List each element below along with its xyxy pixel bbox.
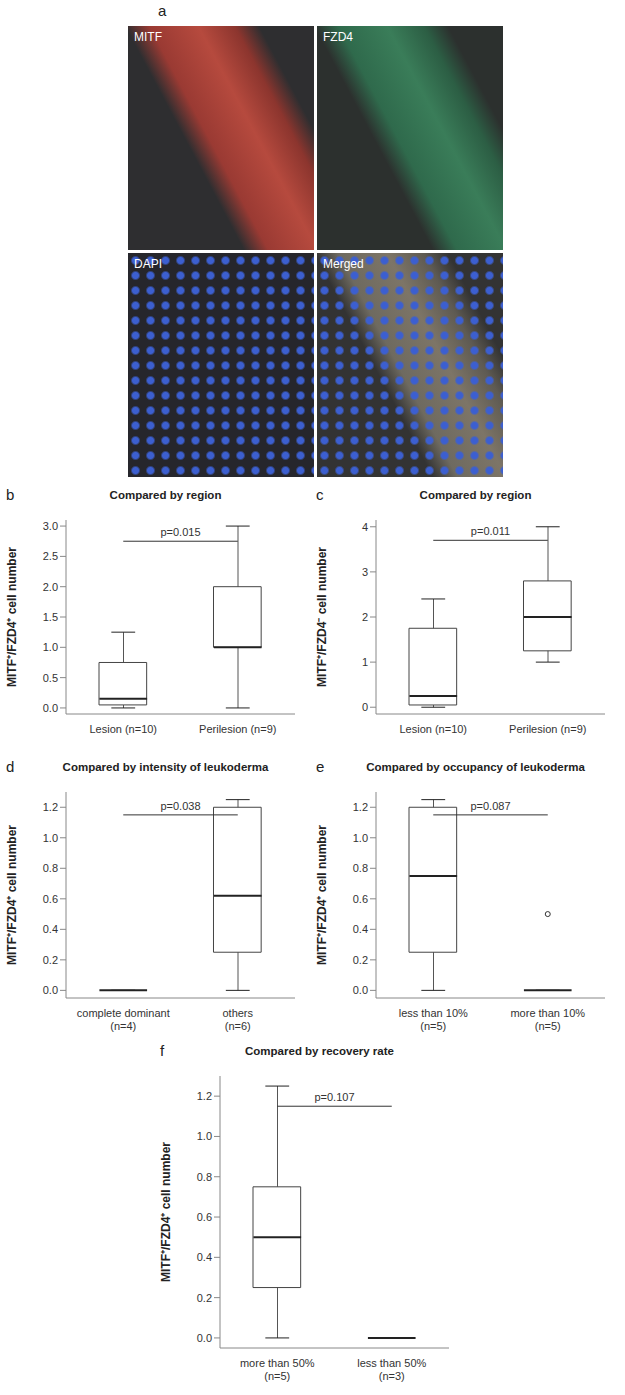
- svg-text:1.2: 1.2: [43, 801, 58, 813]
- html-text:Merged: Merged: [323, 257, 364, 271]
- svg-text:more than 10%(n=5): more than 10%(n=5): [510, 1007, 585, 1032]
- svg-text:0.6: 0.6: [197, 1211, 212, 1223]
- svg-text:Lesion (n=10): Lesion (n=10): [399, 723, 467, 735]
- html-text:f: f: [160, 1042, 165, 1059]
- svg-text:0.4: 0.4: [43, 923, 58, 935]
- html-text:MITF: MITF: [134, 30, 162, 44]
- svg-text:0.6: 0.6: [353, 893, 368, 905]
- svg-text:0: 0: [362, 701, 368, 713]
- svg-text:more than 50%(n=5): more than 50%(n=5): [240, 1357, 315, 1382]
- svg-text:MITF⁺/FZD4⁻ cell number: MITF⁺/FZD4⁻ cell number: [315, 547, 329, 687]
- svg-text:less than 50%(n=3): less than 50%(n=3): [357, 1357, 426, 1382]
- svg-text:0.2: 0.2: [353, 954, 368, 966]
- svg-text:1.0: 1.0: [353, 832, 368, 844]
- svg-text:1.2: 1.2: [353, 801, 368, 813]
- svg-text:p=0.015: p=0.015: [160, 526, 200, 538]
- svg-text:0.8: 0.8: [353, 862, 368, 874]
- svg-text:0.2: 0.2: [43, 954, 58, 966]
- svg-text:1.0: 1.0: [43, 832, 58, 844]
- html-text:e: e: [316, 758, 325, 775]
- svg-text:p=0.038: p=0.038: [160, 800, 200, 812]
- svg-text:Perilesion (n=9): Perilesion (n=9): [199, 723, 276, 735]
- svg-text:3: 3: [362, 566, 368, 578]
- svg-text:1.5: 1.5: [43, 611, 58, 623]
- svg-text:less than 10%(n=5): less than 10%(n=5): [399, 1007, 468, 1032]
- svg-text:MITF⁺/FZD4⁺ cell number: MITF⁺/FZD4⁺ cell number: [159, 1142, 173, 1282]
- svg-text:0.4: 0.4: [353, 923, 368, 935]
- html-text:a: a: [158, 2, 167, 19]
- html-text:Compared by region: Compared by region: [419, 489, 532, 501]
- svg-text:0.0: 0.0: [43, 702, 58, 714]
- svg-text:2.0: 2.0: [43, 581, 58, 593]
- svg-text:MITF⁺/FZD4⁺ cell number: MITF⁺/FZD4⁺ cell number: [5, 547, 19, 687]
- html-text:Compared by occupancy of leuko: Compared by occupancy of leukoderma: [366, 761, 585, 773]
- svg-text:1: 1: [362, 656, 368, 668]
- svg-text:0.4: 0.4: [197, 1251, 212, 1263]
- svg-text:MITF⁺/FZD4⁺ cell number: MITF⁺/FZD4⁺ cell number: [5, 825, 19, 965]
- html-text:Compared by recovery rate: Compared by recovery rate: [245, 1045, 394, 1057]
- svg-text:1.2: 1.2: [197, 1090, 212, 1102]
- svg-text:0.0: 0.0: [43, 984, 58, 996]
- svg-text:4: 4: [362, 521, 368, 533]
- svg-text:0.5: 0.5: [43, 672, 58, 684]
- html-text:b: b: [6, 486, 15, 503]
- svg-text:0.8: 0.8: [43, 862, 58, 874]
- html-text:c: c: [316, 486, 324, 503]
- svg-text:0.2: 0.2: [197, 1292, 212, 1304]
- svg-text:2: 2: [362, 611, 368, 623]
- html-text:d: d: [6, 758, 15, 775]
- svg-text:Lesion (n=10): Lesion (n=10): [89, 723, 157, 735]
- svg-text:0.8: 0.8: [197, 1171, 212, 1183]
- svg-text:complete dominant(n=4): complete dominant(n=4): [77, 1007, 170, 1032]
- html-text:DAPI: DAPI: [134, 257, 162, 271]
- svg-text:3.0: 3.0: [43, 520, 58, 532]
- svg-text:Perilesion (n=9): Perilesion (n=9): [509, 723, 586, 735]
- html-text:FZD4: FZD4: [323, 30, 353, 44]
- svg-text:others(n=6): others(n=6): [222, 1007, 253, 1032]
- html-text:Compared by intensity of leuko: Compared by intensity of leukoderma: [62, 761, 269, 773]
- svg-text:1.0: 1.0: [43, 641, 58, 653]
- svg-text:p=0.011: p=0.011: [471, 525, 510, 537]
- svg-text:MITF⁺/FZD4⁺ cell number: MITF⁺/FZD4⁺ cell number: [315, 825, 329, 965]
- svg-text:0.0: 0.0: [353, 984, 368, 996]
- html-text:Compared by region: Compared by region: [109, 489, 222, 501]
- svg-text:0.6: 0.6: [43, 893, 58, 905]
- svg-text:2.5: 2.5: [43, 550, 58, 562]
- svg-text:p=0.107: p=0.107: [314, 1091, 354, 1103]
- svg-text:0.0: 0.0: [197, 1332, 212, 1344]
- svg-text:p=0.087: p=0.087: [470, 800, 510, 812]
- svg-text:1.0: 1.0: [197, 1130, 212, 1142]
